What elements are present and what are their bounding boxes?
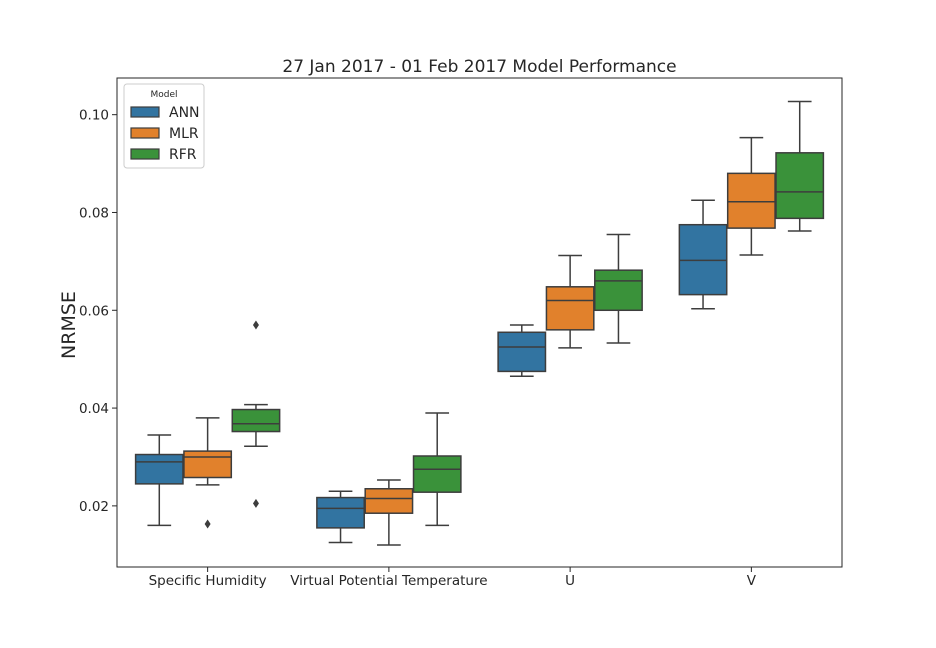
x-tick-label: Virtual Potential Temperature <box>290 573 487 589</box>
chart-title: 27 Jan 2017 - 01 Feb 2017 Model Performa… <box>282 57 676 77</box>
legend-label-rfr: RFR <box>169 147 197 163</box>
iqr-box <box>775 152 825 220</box>
x-tick-label: U <box>565 573 575 589</box>
y-tick-label: 0.06 <box>79 303 109 319</box>
legend-label-mlr: MLR <box>169 126 199 142</box>
y-tick-label: 0.10 <box>79 108 109 124</box>
box-mlr-0 <box>183 417 233 529</box>
legend-swatch-mlr <box>130 127 160 139</box>
legend-label-ann: ANN <box>169 105 200 121</box>
iqr-box <box>134 453 184 485</box>
box-mlr-3 <box>726 136 776 256</box>
box-mlr-2 <box>545 254 595 349</box>
box-ann-0 <box>134 434 184 527</box>
box-ann-1 <box>316 490 365 544</box>
box-rfr-3 <box>775 100 825 232</box>
plot-area: 0.02 0.04 0.06 0.08 0.10 Specific Humidity Vir… <box>79 100 825 589</box>
x-tick-label: Specific Humidity <box>149 573 267 589</box>
legend-frame <box>123 83 205 169</box>
box-rfr-1 <box>412 412 462 527</box>
iqr-box <box>412 455 462 493</box>
box-mlr-1 <box>364 479 414 546</box>
outlier-point <box>252 498 259 508</box>
legend-title: Model <box>150 90 177 100</box>
legend-swatch-ann <box>130 106 160 118</box>
iqr-box <box>364 488 414 514</box>
box-ann-2 <box>497 324 547 378</box>
iqr-box <box>545 286 595 331</box>
iqr-box <box>497 331 547 373</box>
box-ann-3 <box>678 199 728 310</box>
iqr-box <box>231 408 281 433</box>
y-tick-label: 0.04 <box>79 401 109 417</box>
iqr-box <box>316 496 365 529</box>
plot-frame <box>116 77 843 568</box>
y-tick-label: 0.02 <box>79 499 109 515</box>
outlier-point <box>252 320 259 330</box>
box-rfr-2 <box>594 233 643 344</box>
legend: Model ANN MLR RFR <box>123 83 205 169</box>
legend-swatch-rfr <box>130 148 160 160</box>
y-axis-label: NRMSE <box>58 291 80 359</box>
y-tick-label: 0.08 <box>79 205 109 221</box>
iqr-box <box>183 450 233 479</box>
outlier-point <box>204 519 211 529</box>
box-rfr-0 <box>231 320 281 508</box>
iqr-box <box>594 269 643 312</box>
x-tick-label: V <box>747 573 757 589</box>
iqr-box <box>726 172 776 229</box>
